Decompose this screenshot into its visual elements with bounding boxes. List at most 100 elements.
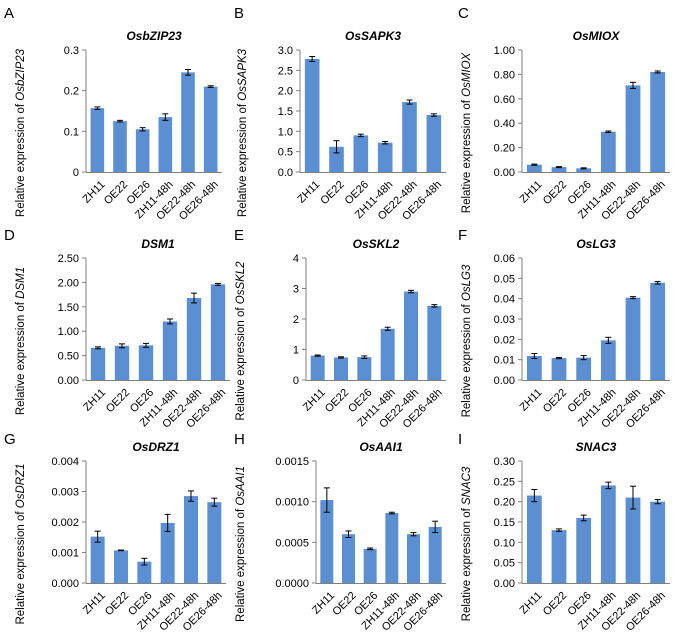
- y-axis-label: Relative expression of OsMIOX: [461, 51, 473, 213]
- bar: [625, 497, 641, 583]
- bar: [137, 561, 152, 583]
- y-axis-label-prefix: Relative expression of: [235, 506, 247, 622]
- bar: [427, 305, 442, 380]
- y-tick-label: 3.0: [278, 45, 293, 57]
- bar: [184, 496, 198, 583]
- y-axis-label-gene: OsDRZ1: [15, 463, 27, 508]
- bar: [377, 142, 393, 172]
- x-tick-label: OE22: [541, 387, 569, 415]
- bar: [135, 129, 150, 172]
- y-tick-label: 0.15: [494, 517, 515, 529]
- y-tick-label: 0.30: [494, 456, 515, 468]
- y-tick-label: 0.20: [494, 497, 515, 509]
- y-axis-label: Relative expression of DSM1: [15, 267, 27, 415]
- chart-title: SNAC3: [576, 440, 617, 454]
- bar: [90, 536, 105, 583]
- bar: [526, 356, 542, 380]
- bar: [625, 297, 641, 380]
- x-tick-label: OE22: [330, 590, 358, 618]
- chart-title: OsLG3: [576, 237, 616, 251]
- y-tick-label: 0.20: [494, 143, 515, 155]
- bar: [428, 526, 442, 583]
- x-tick-label: OE22: [541, 179, 569, 207]
- panel-letter: I: [458, 431, 462, 448]
- x-tick-label: OE22: [541, 590, 569, 618]
- y-axis-label-gene: OsLG3: [461, 264, 473, 301]
- y-tick-label: 0.04: [494, 294, 515, 306]
- y-axis-label: Relative expression of SNAC3: [461, 466, 473, 621]
- bar: [207, 502, 222, 583]
- y-tick-label: 0.80: [494, 69, 515, 81]
- y-axis-label-gene: OsSKL2: [235, 261, 247, 304]
- panel-letter: H: [234, 431, 245, 448]
- bar: [353, 135, 369, 172]
- y-tick-label: 0.60: [494, 94, 515, 106]
- bar: [334, 357, 348, 380]
- y-axis-label-prefix: Relative expression of: [461, 505, 473, 621]
- y-tick-label: 0.3: [64, 45, 79, 57]
- y-tick-label: 0.5: [278, 147, 293, 159]
- bar: [160, 522, 175, 583]
- x-tick-label: ZH11: [518, 387, 545, 414]
- y-axis-label-prefix: Relative expression of: [15, 101, 27, 217]
- bar: [113, 121, 127, 172]
- bar: [90, 108, 105, 172]
- bar: [526, 495, 542, 583]
- panel-letter: C: [458, 5, 469, 22]
- y-tick-label: 1: [293, 345, 299, 357]
- bar: [576, 168, 592, 172]
- bar: [404, 291, 418, 380]
- y-axis-label: Relative expression of OsbZIP23: [15, 48, 27, 217]
- bar: [310, 355, 325, 380]
- x-tick-label: ZH11: [81, 590, 108, 617]
- x-tick-label: ZH11: [81, 387, 108, 414]
- bar: [210, 284, 226, 380]
- y-tick-label: 0.0015: [275, 456, 309, 468]
- bar: [600, 340, 616, 380]
- chart-title: DSM1: [141, 237, 175, 251]
- bar: [650, 282, 666, 380]
- y-tick-label: 1.00: [58, 326, 79, 338]
- bar: [526, 164, 542, 172]
- y-tick-label: 0.002: [51, 517, 79, 529]
- y-tick-label: 0.25: [494, 476, 515, 488]
- x-tick-label: OE22: [104, 387, 132, 415]
- bar: [600, 485, 616, 583]
- y-axis-label: Relative expression of OsLG3: [461, 264, 473, 417]
- bar: [385, 513, 399, 583]
- y-axis-label-gene: OsSAPK3: [237, 48, 249, 100]
- x-tick-label: OE22: [318, 179, 346, 207]
- bar: [186, 298, 202, 380]
- y-axis-label-prefix: Relative expression of: [237, 101, 249, 217]
- y-tick-label: 0.1: [64, 126, 79, 138]
- y-axis-label: Relative expression of OsAAI1: [235, 466, 247, 622]
- y-axis-label-prefix: Relative expression of: [15, 299, 27, 415]
- x-tick-label: ZH11: [518, 179, 545, 206]
- y-axis-label-gene: OsAAI1: [235, 466, 247, 506]
- y-tick-label: 0.10: [494, 537, 515, 549]
- bar: [551, 167, 567, 172]
- bar: [357, 357, 372, 380]
- y-tick-label: 0.00: [494, 375, 515, 387]
- bar: [625, 85, 641, 172]
- y-axis-label-prefix: Relative expression of: [15, 508, 27, 624]
- panel-letter: F: [458, 227, 467, 244]
- bar: [342, 534, 355, 583]
- y-axis-label: Relative expression of OsSKL2: [235, 261, 247, 421]
- y-tick-label: 0.00: [494, 167, 515, 179]
- y-tick-label: 0.03: [494, 314, 515, 326]
- panel-letter: D: [4, 227, 15, 244]
- y-tick-label: 0.0010: [275, 497, 309, 509]
- y-tick-label: 2.50: [58, 253, 79, 265]
- chart-title: OsDRZ1: [132, 440, 180, 454]
- x-tick-label: ZH11: [295, 179, 322, 206]
- y-tick-label: 0.003: [51, 487, 79, 499]
- y-tick-label: 0.0: [278, 167, 293, 179]
